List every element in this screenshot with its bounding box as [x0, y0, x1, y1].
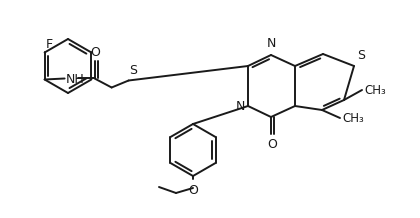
Text: O: O [91, 46, 100, 58]
Text: S: S [130, 65, 138, 78]
Text: NH: NH [66, 73, 84, 86]
Text: F: F [46, 37, 53, 51]
Text: S: S [357, 49, 365, 62]
Text: N: N [236, 100, 245, 114]
Text: O: O [188, 184, 198, 197]
Text: CH₃: CH₃ [364, 83, 386, 97]
Text: N: N [266, 37, 276, 50]
Text: O: O [267, 138, 277, 151]
Text: CH₃: CH₃ [342, 111, 364, 124]
